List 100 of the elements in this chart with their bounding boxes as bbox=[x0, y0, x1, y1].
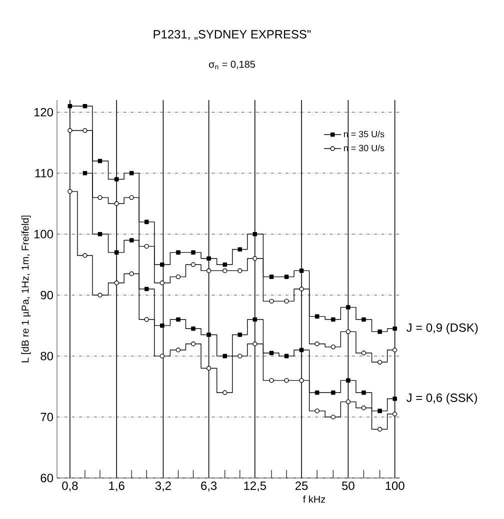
point bbox=[129, 195, 134, 200]
x-tick-label: 12,5 bbox=[244, 482, 266, 492]
point bbox=[284, 354, 289, 358]
point bbox=[269, 274, 274, 279]
x-tick-label: 3,2 bbox=[155, 482, 171, 492]
point bbox=[378, 408, 382, 414]
point bbox=[361, 406, 366, 410]
point bbox=[114, 280, 119, 286]
annotation: J = 0,6 (SSK) bbox=[406, 393, 477, 404]
point bbox=[252, 232, 258, 236]
point bbox=[378, 330, 382, 334]
y-tick-label: 120 bbox=[34, 108, 54, 116]
point bbox=[82, 253, 88, 258]
chart-title: P1231, „SYDNEY EXPRESS" bbox=[154, 30, 311, 40]
point bbox=[114, 177, 119, 182]
point bbox=[284, 274, 289, 279]
point bbox=[98, 292, 102, 298]
point bbox=[346, 378, 350, 383]
point bbox=[68, 189, 72, 194]
point bbox=[129, 171, 134, 176]
y-tick-label: 110 bbox=[35, 168, 54, 178]
point bbox=[144, 286, 149, 292]
point bbox=[160, 323, 164, 328]
point bbox=[331, 390, 336, 395]
point bbox=[314, 408, 320, 414]
point bbox=[238, 332, 242, 337]
point bbox=[314, 390, 320, 395]
point bbox=[190, 262, 196, 267]
point bbox=[82, 128, 88, 133]
point bbox=[252, 256, 258, 261]
y-axis-title: L [dB re 1 µPa, 1Hz, 1m, Freifeld] bbox=[21, 216, 31, 362]
point bbox=[269, 378, 274, 383]
point bbox=[98, 232, 102, 236]
point bbox=[144, 244, 149, 249]
point bbox=[176, 250, 180, 255]
chart-subtitle: σ$_{n}$ = 0,185 bbox=[209, 60, 255, 70]
point bbox=[206, 366, 212, 371]
point bbox=[392, 348, 398, 352]
x-axis-title: f kHz bbox=[303, 495, 326, 503]
point bbox=[392, 326, 397, 331]
y-tick-label: 90 bbox=[40, 290, 54, 300]
legend-label: n = 30 U/s bbox=[344, 144, 384, 152]
point bbox=[392, 396, 397, 401]
point bbox=[238, 354, 242, 358]
annotation: J = 0,9 (DSK) bbox=[406, 323, 478, 334]
point bbox=[68, 104, 72, 108]
point bbox=[346, 329, 351, 334]
point bbox=[252, 317, 258, 322]
point bbox=[238, 247, 242, 252]
point bbox=[346, 399, 351, 404]
point bbox=[284, 298, 289, 304]
point bbox=[206, 268, 212, 274]
y-tick-label: 60 bbox=[40, 474, 54, 482]
point bbox=[377, 360, 382, 364]
point bbox=[160, 354, 165, 358]
point bbox=[346, 305, 350, 310]
point bbox=[362, 317, 366, 322]
point bbox=[160, 262, 164, 267]
point bbox=[299, 348, 304, 352]
point bbox=[176, 348, 181, 352]
point bbox=[144, 317, 149, 322]
point bbox=[252, 342, 258, 346]
point bbox=[392, 412, 398, 416]
point bbox=[222, 262, 228, 267]
point bbox=[377, 426, 382, 432]
y-tick-label: 100 bbox=[34, 230, 54, 238]
x-tick-label: 0,8 bbox=[62, 482, 78, 492]
point bbox=[68, 128, 72, 133]
point bbox=[129, 271, 134, 276]
point bbox=[330, 414, 336, 420]
point bbox=[176, 274, 181, 280]
point bbox=[114, 201, 119, 206]
point bbox=[361, 350, 366, 356]
point bbox=[190, 342, 196, 346]
point bbox=[299, 286, 304, 292]
legend-label: n = 35 U/s bbox=[344, 130, 384, 138]
x-tick-label: 100 bbox=[386, 482, 404, 490]
point bbox=[269, 298, 274, 304]
point bbox=[314, 342, 320, 346]
point bbox=[269, 350, 274, 356]
point bbox=[82, 171, 88, 176]
point bbox=[144, 220, 149, 224]
point bbox=[330, 344, 336, 350]
point bbox=[299, 268, 304, 273]
point bbox=[191, 326, 196, 331]
point bbox=[222, 390, 228, 395]
y-tick-label: 70 bbox=[40, 412, 54, 422]
point bbox=[206, 256, 211, 261]
y-tick-label: 80 bbox=[40, 352, 54, 360]
point bbox=[222, 268, 228, 274]
x-tick-label: 6,3 bbox=[201, 482, 217, 492]
point bbox=[176, 317, 180, 322]
x-tick-label: 1,6 bbox=[109, 482, 124, 492]
point bbox=[222, 354, 228, 358]
point bbox=[284, 378, 289, 383]
point bbox=[238, 268, 242, 274]
point bbox=[129, 238, 134, 242]
point bbox=[362, 390, 366, 395]
point bbox=[314, 314, 320, 319]
point bbox=[331, 317, 336, 322]
